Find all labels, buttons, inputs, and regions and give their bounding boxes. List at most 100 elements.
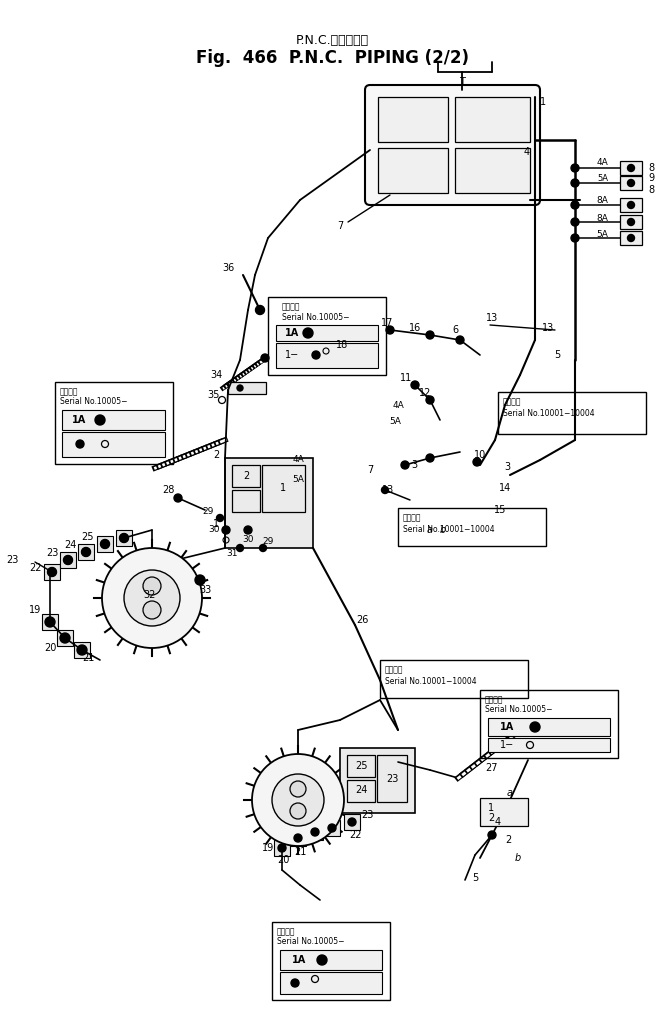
Text: 適用号笎: 適用号笎: [282, 302, 301, 312]
Text: 29: 29: [262, 538, 274, 546]
Text: 4: 4: [524, 147, 530, 157]
Bar: [116, 530, 132, 546]
Bar: [488, 738, 610, 752]
Text: Serial No.10005−: Serial No.10005−: [277, 938, 344, 947]
Bar: [276, 343, 378, 368]
Text: Serial No.10005−: Serial No.10005−: [282, 313, 350, 322]
Text: 適用号笎: 適用号笎: [403, 514, 422, 523]
Circle shape: [77, 645, 87, 655]
Text: b: b: [515, 853, 521, 863]
Text: 22: 22: [348, 830, 361, 840]
Circle shape: [312, 351, 320, 359]
Circle shape: [411, 381, 419, 389]
Bar: [60, 552, 76, 568]
Text: 23: 23: [361, 810, 373, 820]
Bar: [274, 840, 290, 856]
Circle shape: [47, 567, 57, 577]
Text: 9: 9: [648, 173, 654, 183]
Bar: [344, 814, 360, 830]
Text: 5: 5: [472, 873, 478, 883]
Text: 34: 34: [210, 370, 222, 380]
Text: 1A: 1A: [285, 328, 299, 338]
Circle shape: [101, 540, 109, 548]
Bar: [262, 465, 305, 512]
Circle shape: [426, 396, 434, 404]
Bar: [97, 536, 113, 552]
Circle shape: [328, 824, 336, 832]
Bar: [398, 508, 546, 546]
Text: 11: 11: [400, 373, 412, 383]
Bar: [378, 97, 448, 142]
Circle shape: [222, 526, 230, 534]
Text: 8: 8: [648, 185, 654, 195]
Bar: [620, 161, 642, 175]
Circle shape: [311, 828, 319, 836]
Bar: [74, 642, 90, 658]
Circle shape: [76, 439, 84, 448]
Text: 35: 35: [207, 390, 220, 400]
Circle shape: [426, 331, 434, 339]
Text: 36: 36: [222, 263, 234, 273]
Text: P.N.C.パイピング: P.N.C.パイピング: [295, 33, 368, 47]
Text: 6: 6: [452, 325, 458, 335]
Bar: [324, 820, 340, 836]
Circle shape: [64, 556, 72, 564]
Bar: [347, 780, 375, 802]
Text: 適用号笎: 適用号笎: [503, 398, 521, 406]
Circle shape: [61, 634, 69, 642]
Text: 25: 25: [354, 761, 367, 771]
Circle shape: [571, 201, 579, 209]
Text: 20: 20: [277, 855, 289, 865]
Text: 12: 12: [419, 388, 431, 398]
Circle shape: [120, 534, 128, 542]
Circle shape: [174, 494, 182, 502]
Circle shape: [259, 544, 267, 551]
Bar: [347, 755, 375, 777]
Text: 23: 23: [46, 548, 59, 558]
Circle shape: [571, 234, 579, 242]
Circle shape: [456, 336, 464, 344]
Circle shape: [45, 617, 55, 627]
Text: 8A: 8A: [596, 213, 608, 222]
Bar: [225, 458, 313, 548]
Bar: [280, 950, 382, 970]
Bar: [455, 148, 530, 193]
Circle shape: [571, 179, 579, 187]
Circle shape: [290, 803, 306, 819]
Bar: [232, 465, 260, 487]
FancyBboxPatch shape: [365, 85, 540, 205]
Bar: [57, 630, 73, 646]
Circle shape: [244, 526, 252, 534]
Text: 30: 30: [208, 526, 219, 535]
Circle shape: [294, 834, 302, 842]
Text: 22: 22: [29, 563, 41, 573]
Circle shape: [237, 544, 243, 551]
Text: T: T: [459, 77, 465, 87]
Circle shape: [426, 454, 434, 462]
Text: 1: 1: [540, 97, 546, 107]
Text: a: a: [427, 525, 433, 535]
Bar: [280, 972, 382, 994]
Text: Serial No.10005−: Serial No.10005−: [60, 398, 128, 406]
Circle shape: [401, 461, 409, 469]
Circle shape: [82, 547, 90, 556]
Circle shape: [278, 844, 286, 852]
Bar: [228, 382, 266, 394]
Text: 3: 3: [411, 460, 417, 470]
Bar: [620, 198, 642, 212]
Text: 16: 16: [409, 323, 421, 333]
Bar: [620, 215, 642, 229]
Text: 18: 18: [336, 340, 348, 350]
Text: 28: 28: [162, 485, 174, 495]
Bar: [340, 748, 415, 813]
Bar: [480, 798, 528, 826]
Text: 23: 23: [386, 774, 398, 784]
Bar: [498, 392, 646, 434]
Text: 4A: 4A: [392, 402, 404, 410]
Circle shape: [82, 548, 90, 556]
Bar: [268, 297, 386, 375]
Bar: [307, 824, 323, 840]
Text: 3: 3: [504, 462, 510, 472]
Text: Serial No.10001−10004: Serial No.10001−10004: [385, 677, 477, 685]
Text: 5A: 5A: [389, 417, 401, 426]
